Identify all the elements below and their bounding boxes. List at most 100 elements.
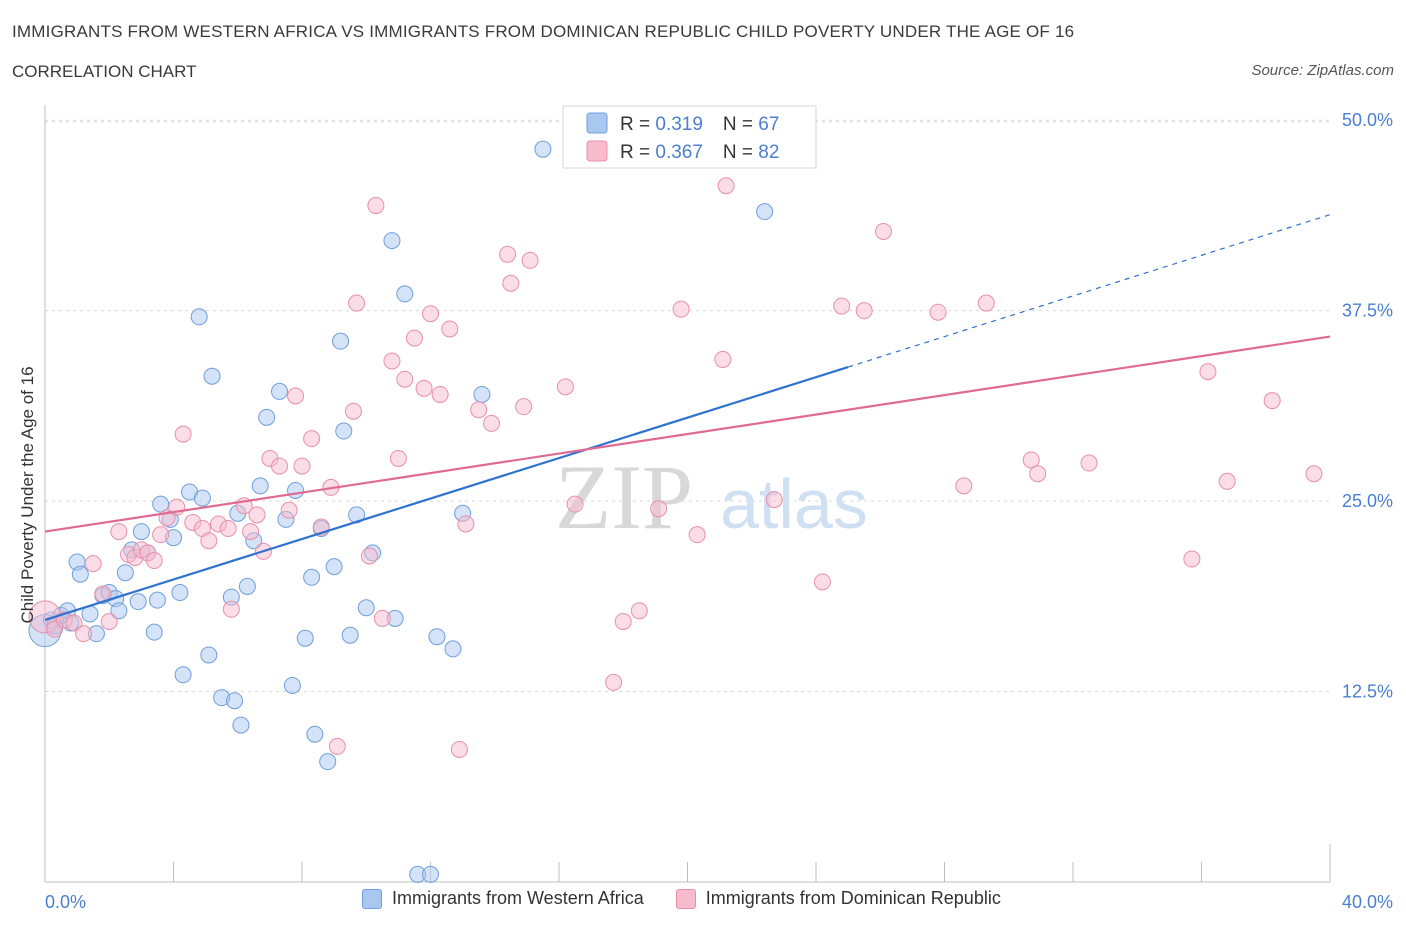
point-dominican-republic-66 bbox=[714, 350, 732, 368]
point-western-africa-50 bbox=[332, 332, 350, 350]
point-dominican-republic-30 bbox=[280, 501, 298, 519]
point-western-africa-30 bbox=[203, 367, 221, 385]
legend-label-western-africa: Immigrants from Western Africa bbox=[392, 888, 644, 908]
legend-item-dominican-republic[interactable]: Immigrants from Dominican Republic bbox=[675, 888, 1001, 909]
point-dominican-republic-22 bbox=[219, 520, 237, 538]
point-dominican-republic-82 bbox=[1263, 392, 1281, 410]
point-western-africa-51 bbox=[335, 422, 353, 440]
stats-r-label-1: R = bbox=[620, 142, 655, 163]
y-tick-label-2: 37.5% bbox=[1342, 301, 1393, 321]
point-western-africa-61 bbox=[428, 628, 446, 646]
x-tick-labels: 0.0% 40.0% bbox=[45, 892, 1393, 912]
point-western-africa-40 bbox=[271, 382, 289, 400]
stats-n-value-0: 67 bbox=[758, 114, 779, 135]
point-western-africa-24 bbox=[171, 584, 189, 602]
point-dominican-republic-26 bbox=[248, 506, 266, 524]
point-western-africa-52 bbox=[341, 626, 359, 644]
point-western-africa-60 bbox=[422, 865, 439, 883]
point-western-africa-64 bbox=[473, 385, 491, 403]
legend-swatch-pink bbox=[675, 888, 696, 909]
point-dominican-republic-8 bbox=[110, 523, 128, 541]
point-western-africa-66 bbox=[756, 203, 774, 221]
point-western-africa-25 bbox=[174, 666, 192, 684]
watermark-atlas: atlas bbox=[720, 465, 868, 543]
point-dominican-republic-77 bbox=[1029, 465, 1047, 483]
point-western-africa-62 bbox=[444, 640, 462, 658]
x-tick-label-min: 0.0% bbox=[45, 892, 86, 912]
point-dominican-republic-69 bbox=[813, 573, 831, 591]
point-dominican-republic-79 bbox=[1183, 550, 1201, 568]
point-dominican-republic-55 bbox=[502, 274, 520, 292]
stats-n-label-1: N = bbox=[723, 142, 758, 163]
chart-subtitle: CORRELATION CHART bbox=[12, 62, 197, 81]
point-western-africa-44 bbox=[296, 629, 314, 647]
point-dominican-republic-17 bbox=[174, 425, 192, 443]
point-dominican-republic-44 bbox=[396, 370, 414, 388]
point-dominican-republic-63 bbox=[650, 500, 668, 518]
point-western-africa-45 bbox=[303, 568, 321, 586]
trend-line-western-africa-extension bbox=[847, 214, 1331, 368]
stats-n-value-1: 82 bbox=[758, 142, 779, 163]
point-dominican-republic-80 bbox=[1199, 363, 1217, 381]
point-dominican-republic-52 bbox=[470, 401, 488, 419]
point-dominican-republic-68 bbox=[765, 491, 783, 509]
point-dominican-republic-54 bbox=[499, 245, 517, 263]
stats-swatch-0 bbox=[586, 112, 608, 134]
point-dominican-republic-59 bbox=[566, 495, 584, 513]
stats-legend: R = 0.319 N = 67 R = 0.367 N = 82 bbox=[562, 105, 817, 169]
point-dominican-republic-53 bbox=[483, 414, 501, 432]
point-dominican-republic-4 bbox=[75, 625, 93, 643]
point-western-africa-28 bbox=[193, 489, 211, 507]
point-dominican-republic-83 bbox=[1305, 465, 1323, 483]
point-dominican-republic-37 bbox=[344, 402, 362, 420]
point-western-africa-21 bbox=[152, 495, 170, 513]
point-western-africa-19 bbox=[145, 623, 163, 641]
point-dominican-republic-41 bbox=[373, 609, 391, 627]
y-tick-label-0: 12.5% bbox=[1342, 682, 1393, 702]
stats-r-label-0: R = bbox=[620, 114, 655, 135]
point-dominican-republic-62 bbox=[630, 602, 648, 620]
point-dominican-republic-67 bbox=[717, 177, 735, 195]
legend-swatch-blue bbox=[362, 888, 382, 909]
point-dominican-republic-81 bbox=[1218, 472, 1236, 490]
point-western-africa-49 bbox=[325, 558, 343, 576]
point-dominican-republic-36 bbox=[328, 737, 346, 755]
data-points bbox=[28, 140, 1323, 883]
point-dominican-republic-45 bbox=[405, 329, 423, 347]
point-western-africa-38 bbox=[251, 477, 269, 495]
point-western-africa-58 bbox=[396, 285, 414, 303]
point-western-africa-33 bbox=[226, 692, 244, 710]
point-western-africa-17 bbox=[132, 523, 150, 541]
point-western-africa-36 bbox=[238, 577, 256, 595]
point-dominican-republic-73 bbox=[929, 303, 947, 321]
point-dominican-republic-3 bbox=[65, 614, 83, 632]
stats-row-0: R = 0.319 N = 67 bbox=[620, 114, 779, 135]
axes bbox=[44, 105, 1331, 883]
point-dominican-republic-7 bbox=[100, 612, 118, 630]
stats-row-1: R = 0.367 N = 82 bbox=[620, 142, 779, 163]
point-dominican-republic-64 bbox=[672, 300, 690, 318]
point-western-africa-20 bbox=[148, 591, 166, 609]
point-dominican-republic-76 bbox=[1022, 451, 1040, 469]
point-dominican-republic-74 bbox=[955, 477, 973, 495]
y-tick-labels: 12.5% 25.0% 37.5% 50.0% bbox=[1342, 110, 1393, 701]
point-dominican-republic-13 bbox=[145, 552, 163, 570]
source-label: Source: ZipAtlas.com bbox=[1251, 62, 1394, 79]
point-dominican-republic-33 bbox=[303, 430, 321, 448]
point-dominican-republic-72 bbox=[874, 222, 892, 240]
point-dominican-republic-25 bbox=[242, 523, 260, 541]
point-western-africa-43 bbox=[287, 481, 305, 499]
point-dominican-republic-20 bbox=[200, 532, 218, 550]
point-dominican-republic-38 bbox=[348, 294, 366, 312]
point-western-africa-29 bbox=[200, 646, 218, 664]
point-dominican-republic-58 bbox=[556, 378, 574, 396]
point-western-africa-54 bbox=[357, 599, 375, 617]
point-dominican-republic-47 bbox=[422, 305, 439, 323]
point-dominican-republic-23 bbox=[222, 600, 240, 618]
trend-lines bbox=[44, 214, 1331, 622]
legend-label-dominican-republic: Immigrants from Dominican Republic bbox=[705, 888, 1001, 908]
point-western-africa-16 bbox=[129, 593, 147, 611]
legend-item-western-africa[interactable]: Immigrants from Western Africa bbox=[362, 888, 644, 909]
point-dominican-republic-42 bbox=[383, 352, 401, 370]
point-western-africa-13 bbox=[110, 602, 128, 620]
